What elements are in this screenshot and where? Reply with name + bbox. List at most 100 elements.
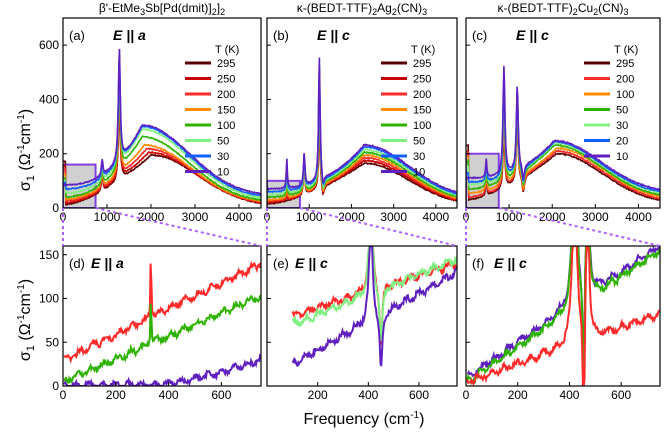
legend-entry-50: 50 [616, 105, 628, 117]
legend-title-c: T (K) [614, 44, 638, 56]
xtick-label: 4000 [423, 210, 450, 224]
legend-entry-200: 200 [413, 89, 431, 101]
legend-entry-295: 295 [616, 58, 634, 70]
series-f-violet [466, 246, 660, 386]
xtick-label: 3000 [182, 210, 209, 224]
legend-entry-100: 100 [616, 89, 634, 101]
ytick-label: 50 [46, 335, 60, 349]
legend-entry-200: 200 [217, 89, 235, 101]
panel-label-f: (f) [472, 256, 484, 271]
panel-label-a: (a) [69, 28, 85, 43]
field-label-e: E || c [295, 255, 328, 271]
xtick-label: 600 [611, 388, 631, 402]
series-a-50 [63, 61, 261, 200]
series-b-100 [267, 85, 457, 199]
plot-area-a [63, 48, 261, 208]
xtick-label: 2000 [539, 210, 566, 224]
xtick-label: 2000 [138, 210, 165, 224]
ytick-label: 150 [39, 248, 59, 262]
zoom-connector-right-b [299, 207, 458, 247]
series-b-150 [267, 94, 457, 202]
series-b-250 [267, 111, 457, 204]
series-a-100 [63, 70, 261, 201]
legend-entry-10: 10 [413, 167, 425, 179]
panel-label-e: (e) [273, 256, 289, 271]
legend-entry-50: 50 [217, 136, 229, 148]
legend-entry-295: 295 [217, 58, 235, 70]
ytick-label: 0 [52, 379, 59, 393]
series-d-red [63, 260, 261, 364]
frame-d [62, 245, 262, 387]
panel-e: 200 400 600 (e) E || c [266, 245, 458, 402]
legend-entry-250: 250 [217, 74, 235, 86]
legend-entry-150: 150 [413, 105, 431, 117]
legend-entry-50: 50 [413, 136, 425, 148]
series-e-lgreen [291, 246, 457, 342]
zoom-connector-right-c [498, 207, 661, 247]
series-c-100 [466, 110, 660, 198]
xtick-label: 0 [60, 388, 67, 402]
frame-e [266, 245, 458, 387]
series-c-200 [466, 116, 660, 200]
series-c-50 [466, 99, 660, 196]
plot-area-e [291, 246, 457, 368]
xtick-label: 0 [463, 388, 470, 402]
legend-entry-30: 30 [217, 151, 229, 163]
legend-title-a: T (K) [215, 44, 239, 56]
plot-area-d [63, 260, 261, 386]
series-b-10 [267, 57, 457, 194]
legend-entry-30: 30 [413, 151, 425, 163]
frame-c [465, 17, 661, 209]
ytick-label: 0 [52, 201, 59, 215]
panel-f: 0 200 400 600 (f) E || c [463, 245, 661, 402]
xtick-label: 4000 [625, 210, 652, 224]
plot-area-c [466, 65, 660, 208]
panel-title-a: β'-EtMe3Sb[Pd(dmit)]2]2 [99, 1, 225, 17]
panel-d: 0 200 400 600 0 50 100 150 (d) E || a [39, 245, 262, 402]
series-f-red [466, 246, 660, 386]
series-b-50 [267, 76, 457, 197]
panel-title-c: κ-(BEDT-TTF)2Cu2(CN)3 [497, 1, 628, 17]
series-d-green [63, 294, 261, 384]
xtick-label: 200 [308, 388, 328, 402]
xtick-label: 600 [211, 388, 231, 402]
field-label-c: E || c [516, 27, 549, 43]
panel-label-c: (c) [472, 28, 487, 43]
legend-entry-20: 20 [616, 136, 628, 148]
field-label-a: E || a [113, 27, 146, 43]
ytick-label: 600 [39, 38, 59, 52]
plot-area-b [267, 57, 457, 208]
field-label-f: E || c [494, 255, 527, 271]
xtick-label: 1000 [296, 210, 323, 224]
series-e-violet [291, 246, 457, 368]
legend-entry-10: 10 [616, 151, 628, 163]
series-a-10 [63, 48, 261, 196]
xtick-label: 4000 [226, 210, 253, 224]
series-b-30 [267, 66, 457, 195]
x-axis-label: Frequency (cm-1) [304, 410, 425, 428]
xtick-label: 200 [106, 388, 126, 402]
y-axis-label-bottom: σ1 (Ω-1cm-1) [16, 279, 37, 361]
legend-entry-250: 250 [413, 74, 431, 86]
legend-entry-295: 295 [413, 58, 431, 70]
legend-entry-100: 100 [217, 120, 235, 132]
legend-entry-10: 10 [217, 167, 229, 179]
legend-entry-100: 100 [413, 120, 431, 132]
field-label-d: E || a [91, 255, 124, 271]
frame-f [465, 245, 661, 387]
legend-title-b: T (K) [411, 44, 435, 56]
ytick-label: 200 [39, 147, 59, 161]
panel-label-d: (d) [69, 256, 85, 271]
legend-entry-200: 200 [616, 74, 634, 86]
xtick-label: 400 [159, 388, 179, 402]
series-a-30 [63, 55, 261, 197]
xtick-label: 3000 [380, 210, 407, 224]
series-c-295 [466, 120, 660, 202]
y-axis-label-top: σ1 (Ω-1cm-1) [16, 109, 37, 191]
frame-b [266, 17, 458, 209]
zoom-connector-right-a [95, 207, 262, 247]
xtick-label: 2000 [338, 210, 365, 224]
